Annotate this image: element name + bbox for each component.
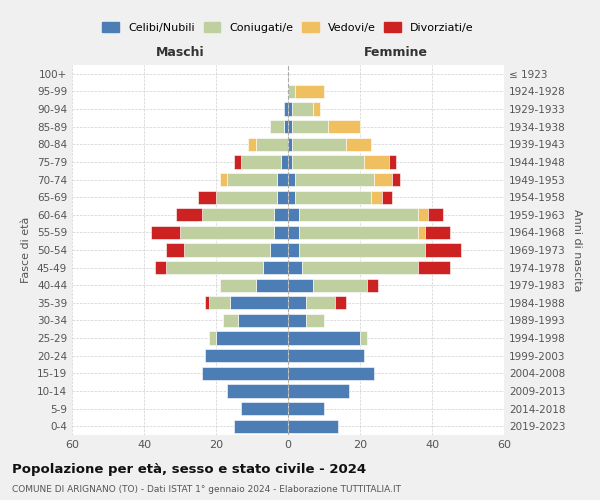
Legend: Celibi/Nubili, Coniugati/e, Vedovi/e, Divorziati/e: Celibi/Nubili, Coniugati/e, Vedovi/e, Di… bbox=[103, 22, 473, 33]
Bar bbox=[223, 314, 238, 327]
Bar bbox=[288, 226, 299, 239]
Bar bbox=[198, 190, 216, 204]
Bar bbox=[288, 102, 292, 116]
Bar bbox=[205, 349, 288, 362]
Bar bbox=[284, 102, 288, 116]
Bar bbox=[277, 190, 288, 204]
Bar bbox=[263, 261, 288, 274]
Bar bbox=[270, 120, 284, 134]
Bar bbox=[227, 173, 277, 186]
Bar bbox=[202, 208, 274, 222]
Bar bbox=[335, 296, 346, 310]
Bar bbox=[313, 278, 367, 292]
Bar bbox=[180, 226, 274, 239]
Bar bbox=[292, 102, 313, 116]
Bar bbox=[425, 244, 461, 256]
Text: Femmine: Femmine bbox=[364, 46, 428, 59]
Bar bbox=[306, 314, 324, 327]
Bar bbox=[288, 314, 306, 327]
Bar bbox=[281, 156, 288, 168]
Bar bbox=[367, 278, 378, 292]
Bar bbox=[151, 226, 180, 239]
Bar bbox=[248, 138, 256, 151]
Bar bbox=[346, 138, 371, 151]
Bar bbox=[425, 226, 450, 239]
Bar bbox=[288, 208, 299, 222]
Bar bbox=[392, 173, 400, 186]
Bar bbox=[155, 261, 166, 274]
Bar bbox=[227, 384, 288, 398]
Bar bbox=[428, 208, 443, 222]
Bar bbox=[360, 332, 367, 344]
Bar bbox=[176, 208, 202, 222]
Bar bbox=[230, 296, 288, 310]
Bar bbox=[382, 190, 392, 204]
Bar bbox=[166, 244, 184, 256]
Bar bbox=[241, 156, 281, 168]
Bar bbox=[299, 226, 418, 239]
Bar bbox=[205, 296, 209, 310]
Bar bbox=[295, 173, 374, 186]
Y-axis label: Anni di nascita: Anni di nascita bbox=[572, 209, 582, 291]
Y-axis label: Fasce di età: Fasce di età bbox=[22, 217, 31, 283]
Bar bbox=[328, 120, 360, 134]
Text: COMUNE DI ARIGNANO (TO) - Dati ISTAT 1° gennaio 2024 - Elaborazione TUTTITALIA.I: COMUNE DI ARIGNANO (TO) - Dati ISTAT 1° … bbox=[12, 485, 401, 494]
Bar bbox=[288, 384, 349, 398]
Bar bbox=[288, 420, 338, 433]
Bar bbox=[313, 102, 320, 116]
Bar bbox=[288, 138, 292, 151]
Bar bbox=[288, 366, 374, 380]
Bar bbox=[202, 366, 288, 380]
Bar bbox=[374, 173, 392, 186]
Bar bbox=[288, 190, 295, 204]
Bar bbox=[288, 278, 313, 292]
Bar bbox=[274, 226, 288, 239]
Bar bbox=[234, 156, 241, 168]
Bar bbox=[302, 261, 418, 274]
Bar bbox=[288, 402, 324, 415]
Bar bbox=[418, 261, 450, 274]
Bar bbox=[389, 156, 396, 168]
Text: Popolazione per età, sesso e stato civile - 2024: Popolazione per età, sesso e stato civil… bbox=[12, 462, 366, 475]
Bar bbox=[216, 190, 277, 204]
Bar bbox=[299, 208, 418, 222]
Text: Maschi: Maschi bbox=[155, 46, 205, 59]
Bar bbox=[288, 244, 299, 256]
Bar bbox=[295, 190, 371, 204]
Bar bbox=[220, 173, 227, 186]
Bar bbox=[284, 120, 288, 134]
Bar bbox=[241, 402, 288, 415]
Bar bbox=[209, 296, 230, 310]
Bar bbox=[418, 226, 425, 239]
Bar bbox=[299, 244, 425, 256]
Bar bbox=[292, 138, 346, 151]
Bar bbox=[306, 296, 335, 310]
Bar bbox=[288, 332, 360, 344]
Bar bbox=[295, 85, 324, 98]
Bar bbox=[274, 208, 288, 222]
Bar bbox=[418, 208, 428, 222]
Bar bbox=[277, 173, 288, 186]
Bar bbox=[256, 278, 288, 292]
Bar bbox=[209, 332, 216, 344]
Bar bbox=[288, 156, 292, 168]
Bar bbox=[364, 156, 389, 168]
Bar bbox=[288, 349, 364, 362]
Bar bbox=[292, 120, 328, 134]
Bar bbox=[220, 278, 256, 292]
Bar bbox=[292, 156, 364, 168]
Bar bbox=[371, 190, 382, 204]
Bar bbox=[238, 314, 288, 327]
Bar bbox=[166, 261, 263, 274]
Bar bbox=[256, 138, 288, 151]
Bar bbox=[288, 296, 306, 310]
Bar bbox=[270, 244, 288, 256]
Bar bbox=[288, 261, 302, 274]
Bar bbox=[288, 173, 295, 186]
Bar bbox=[288, 85, 295, 98]
Bar bbox=[288, 120, 292, 134]
Bar bbox=[184, 244, 270, 256]
Bar bbox=[216, 332, 288, 344]
Bar bbox=[234, 420, 288, 433]
